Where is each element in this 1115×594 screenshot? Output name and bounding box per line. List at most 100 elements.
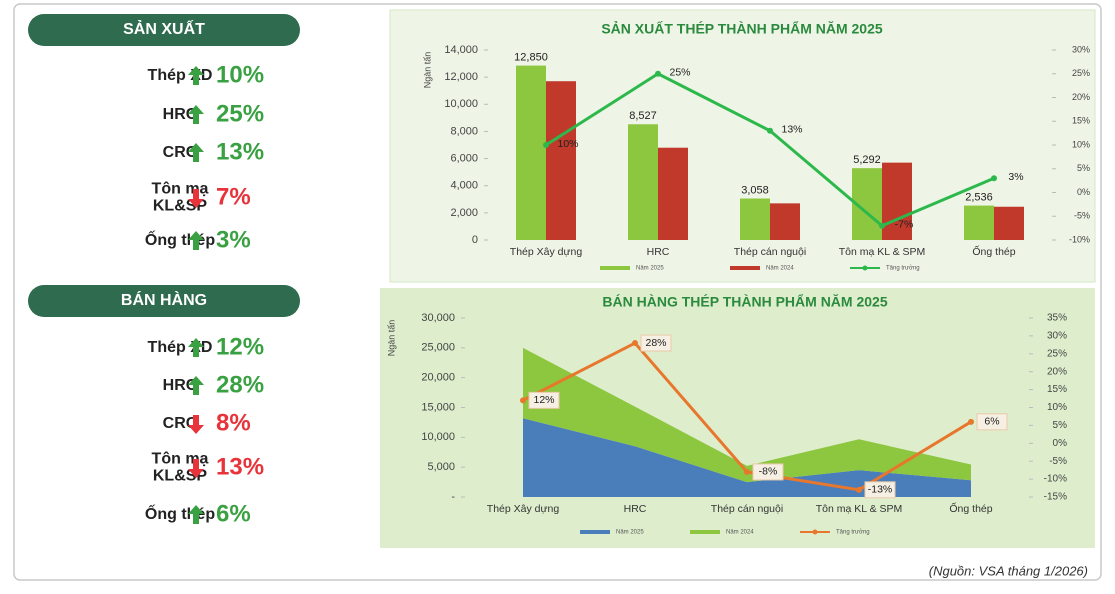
x-tick-label: Thép Xây dựng (487, 503, 560, 515)
item-value: 3% (216, 226, 251, 253)
trend-arrow (188, 459, 204, 478)
bar (546, 81, 576, 240)
line-value-label: -8% (759, 466, 778, 478)
bar-value-label: 5,292 (853, 154, 881, 166)
item-label: Thép XD (148, 339, 213, 356)
y-axis-title: Ngàn tấn (422, 52, 432, 89)
line-marker (520, 397, 526, 404)
y2-tick-label: -15% (1044, 492, 1067, 503)
y2-tick-label: 25% (1047, 348, 1067, 359)
legend-swatch (862, 265, 868, 271)
legend-label: Năm 2024 (766, 266, 794, 272)
chart-panel (380, 288, 1095, 548)
trend-arrow (188, 376, 204, 395)
bar (882, 162, 912, 240)
bar-value-label: 8,527 (629, 110, 657, 122)
item-value: 8% (216, 409, 251, 436)
bar (770, 203, 800, 240)
bar (964, 205, 994, 240)
line-value-label: 28% (645, 337, 666, 349)
legend-swatch (580, 530, 610, 534)
x-tick-label: Tôn mạ KL & SPM (839, 246, 926, 258)
label-box (528, 391, 560, 409)
y2-tick-label: -10% (1069, 234, 1090, 244)
y-tick-label: 4,000 (450, 180, 478, 192)
legend-swatch (690, 530, 720, 534)
x-tick-label: Tôn mạ KL & SPM (816, 503, 903, 515)
item-label: CRC (163, 415, 198, 432)
y2-tick-label: -10% (1044, 474, 1067, 485)
y-tick-label: 6,000 (450, 152, 478, 164)
y-tick-label: 5,000 (427, 461, 455, 473)
label-box (752, 463, 784, 481)
line-value-label: 6% (984, 416, 999, 428)
section-title: BÁN HÀNG (121, 290, 207, 309)
item-value: 28% (216, 371, 264, 398)
section-header (28, 14, 300, 46)
trend-arrow (188, 189, 204, 208)
line-value-label: -7% (895, 219, 914, 231)
bar-value-label: 12,850 (514, 52, 548, 64)
chart-title: BÁN HÀNG THÉP THÀNH PHẨM NĂM 2025 (602, 293, 887, 310)
y2-tick-label: -5% (1049, 456, 1067, 467)
line-marker (655, 70, 661, 77)
label-box (864, 481, 896, 499)
area (523, 347, 971, 483)
y2-tick-label: 5% (1053, 420, 1068, 431)
legend-label: Năm 2024 (726, 530, 754, 536)
legend-label: Năm 2025 (636, 266, 664, 272)
item-value: 13% (216, 453, 264, 480)
line-marker (632, 340, 638, 347)
y2-tick-label: 15% (1072, 116, 1090, 126)
item-value: 6% (216, 500, 251, 527)
legend-swatch (730, 266, 760, 270)
item-label: CRC (163, 144, 198, 161)
y2-tick-label: 20% (1047, 366, 1067, 377)
trend-arrow (188, 231, 204, 250)
bar (628, 124, 658, 240)
bar (516, 65, 546, 240)
y-tick-label: 12,000 (444, 71, 478, 83)
bar-value-label: 2,536 (965, 191, 993, 203)
line-marker (968, 418, 974, 425)
line-marker (543, 142, 549, 148)
trend-arrow (188, 66, 204, 85)
line-value-label: 10% (557, 138, 578, 150)
bar (994, 206, 1024, 240)
y2-tick-label: 10% (1047, 402, 1067, 413)
trend-arrow (188, 338, 204, 357)
item-value: 12% (216, 333, 264, 360)
y2-tick-label: 30% (1072, 44, 1090, 54)
x-tick-label: HRC (624, 503, 647, 515)
x-tick-label: Thép cán nguội (734, 246, 806, 258)
item-label: Ống thép (145, 503, 215, 523)
y2-tick-label: -5% (1074, 211, 1090, 221)
x-tick-label: Ống thép (972, 244, 1015, 258)
item-value: 25% (216, 100, 264, 127)
trend-arrow (188, 143, 204, 162)
line-value-label: 25% (669, 67, 690, 79)
item-label: HRC (163, 377, 198, 394)
item-label: Tôn mạ (152, 181, 209, 198)
item-value: 13% (216, 138, 264, 165)
line-value-label: -13% (868, 484, 893, 496)
y2-tick-label: 25% (1072, 68, 1090, 78)
item-label: Tôn mạ (152, 451, 209, 468)
legend-label: Tăng trưởng (836, 529, 870, 536)
label-box (640, 334, 672, 352)
line-value-label: 13% (781, 124, 802, 136)
section-title: SẢN XUẤT (123, 19, 205, 38)
line-marker (744, 468, 750, 475)
y-tick-label: 30,000 (421, 312, 455, 324)
y2-tick-label: 0% (1053, 438, 1068, 449)
y2-tick-label: 30% (1047, 331, 1067, 342)
y-tick-label: 20,000 (421, 372, 455, 384)
label-box (976, 413, 1008, 431)
x-tick-label: Thép Xây dựng (510, 246, 583, 258)
y2-tick-label: 15% (1047, 384, 1067, 395)
y2-tick-label: 35% (1047, 313, 1067, 324)
y-tick-label: 8,000 (450, 125, 478, 137)
area (523, 418, 971, 497)
line-marker (991, 175, 997, 182)
